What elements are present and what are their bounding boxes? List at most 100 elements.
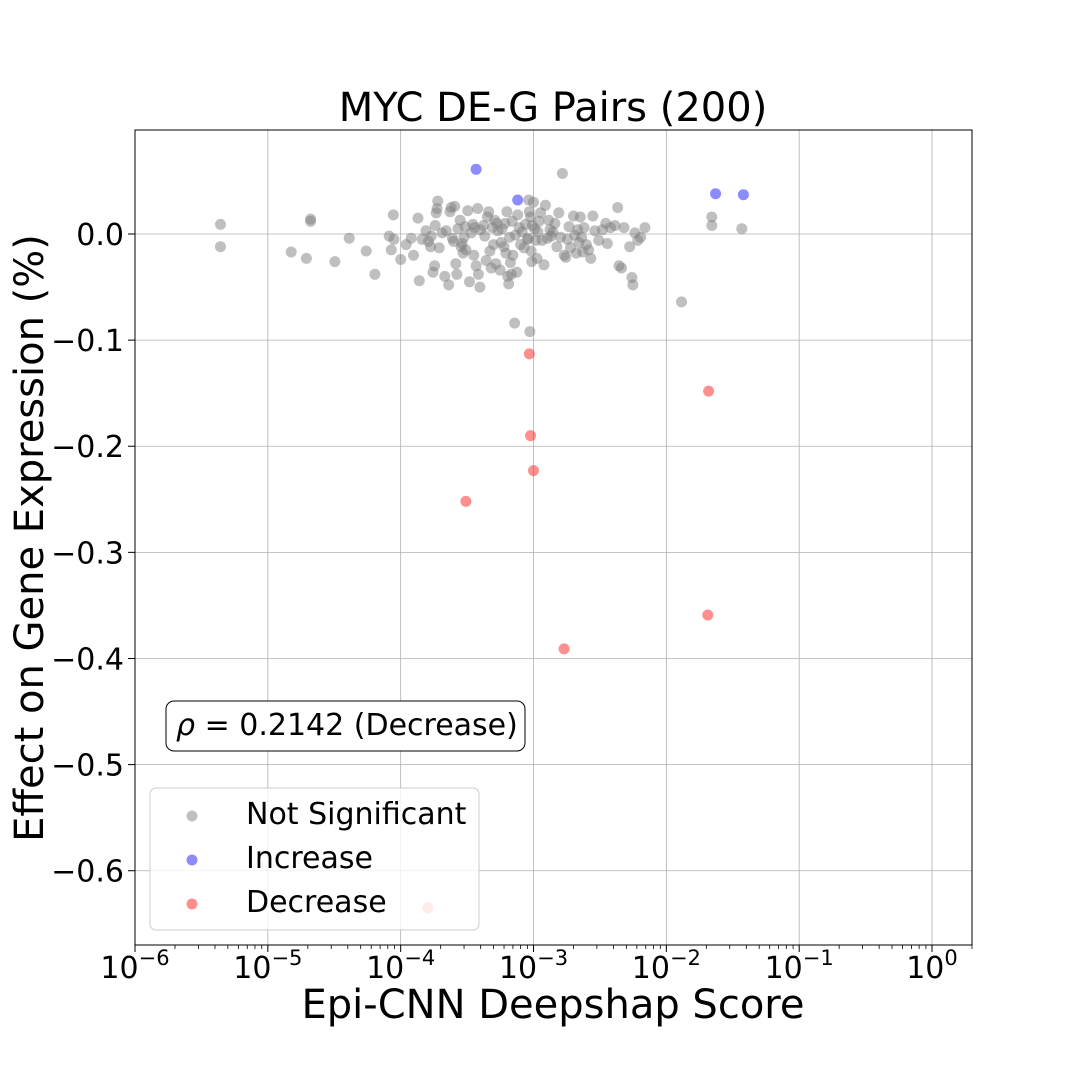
point-not-significant xyxy=(443,279,455,291)
point-not-significant xyxy=(474,281,486,293)
legend-label-not-significant: Not Significant xyxy=(246,797,467,832)
point-not-significant xyxy=(563,221,575,233)
point-not-significant xyxy=(578,222,590,234)
point-not-significant xyxy=(547,226,559,238)
point-not-significant xyxy=(528,196,539,208)
point-decrease xyxy=(703,385,715,397)
point-increase xyxy=(470,163,482,175)
point-not-significant xyxy=(525,245,537,257)
point-not-significant xyxy=(468,249,480,261)
point-not-significant xyxy=(512,209,524,221)
point-not-significant xyxy=(524,326,536,338)
point-not-significant xyxy=(464,276,475,288)
point-not-significant xyxy=(553,207,565,219)
x-tick-label: 10−5 xyxy=(233,946,302,986)
point-not-significant xyxy=(450,258,462,270)
point-not-significant xyxy=(538,259,550,271)
legend: Not Significant Increase Decrease xyxy=(149,787,480,931)
annotation-box xyxy=(165,700,526,752)
point-not-significant xyxy=(706,220,718,231)
legend-marker-decrease xyxy=(186,898,198,910)
point-not-significant xyxy=(574,211,586,223)
point-not-significant xyxy=(472,203,484,214)
point-not-significant xyxy=(479,230,491,242)
point-not-significant xyxy=(425,241,437,253)
point-not-significant xyxy=(585,252,597,264)
point-not-significant xyxy=(736,223,748,235)
point-decrease xyxy=(460,495,472,507)
point-not-significant xyxy=(413,275,425,287)
point-not-significant xyxy=(300,252,312,264)
point-not-significant xyxy=(360,245,372,257)
annotation-value: = 0.2142 (Decrease) xyxy=(195,708,518,743)
point-not-significant xyxy=(425,230,437,242)
point-not-significant xyxy=(551,241,563,253)
point-not-significant xyxy=(635,231,647,243)
point-not-significant xyxy=(470,260,482,272)
point-not-significant xyxy=(439,270,451,282)
point-decrease xyxy=(702,609,714,621)
legend-box xyxy=(149,787,480,931)
point-not-significant xyxy=(343,232,355,244)
point-not-significant xyxy=(549,217,561,229)
point-not-significant xyxy=(432,195,444,207)
point-increase xyxy=(512,194,524,206)
data-points xyxy=(215,163,749,914)
x-tick-label: 10−2 xyxy=(632,946,701,986)
point-not-significant xyxy=(462,205,474,217)
point-not-significant xyxy=(560,251,572,263)
y-tick-label: 0.0 xyxy=(76,218,124,253)
x-tick-label: 100 xyxy=(906,946,958,986)
point-not-significant xyxy=(525,211,536,223)
point-decrease xyxy=(523,348,535,360)
x-axis-label: Epi-CNN Deepshap Score xyxy=(302,982,805,1028)
point-not-significant xyxy=(395,254,407,265)
point-increase xyxy=(737,189,749,201)
point-not-significant xyxy=(472,268,484,280)
point-not-significant xyxy=(583,244,595,256)
point-not-significant xyxy=(215,241,226,253)
rho-symbol: ρ xyxy=(176,708,195,743)
chart-title: MYC DE-G Pairs (200) xyxy=(339,85,768,131)
point-not-significant xyxy=(627,279,639,291)
point-increase xyxy=(710,188,722,200)
y-tick-label: −0.6 xyxy=(51,855,124,890)
point-not-significant xyxy=(494,264,506,276)
point-not-significant xyxy=(429,220,441,231)
point-not-significant xyxy=(305,215,317,227)
point-decrease xyxy=(558,643,570,655)
y-axis-label: Effect on Gene Expression (%) xyxy=(7,234,53,842)
point-not-significant xyxy=(385,244,397,256)
point-not-significant xyxy=(429,260,441,272)
legend-marker-not-significant xyxy=(186,810,198,822)
point-not-significant xyxy=(511,266,523,278)
point-not-significant xyxy=(601,238,613,249)
point-not-significant xyxy=(706,211,718,223)
point-not-significant xyxy=(616,262,627,274)
point-not-significant xyxy=(451,268,463,280)
correlation-annotation: ρ = 0.2142 (Decrease) xyxy=(165,700,526,752)
point-decrease xyxy=(525,430,536,442)
point-not-significant xyxy=(593,234,605,246)
point-not-significant xyxy=(388,233,400,245)
point-not-significant xyxy=(433,242,445,254)
point-not-significant xyxy=(449,200,461,212)
legend-label-decrease: Decrease xyxy=(246,885,387,920)
point-not-significant xyxy=(676,296,687,308)
point-not-significant xyxy=(387,209,399,221)
point-not-significant xyxy=(539,199,551,211)
point-not-significant xyxy=(285,246,297,258)
legend-label-increase: Increase xyxy=(246,841,373,876)
point-not-significant xyxy=(460,244,472,256)
point-not-significant xyxy=(483,206,495,218)
x-tick-label: 10−1 xyxy=(765,946,834,986)
point-not-significant xyxy=(618,222,630,234)
point-not-significant xyxy=(533,215,545,227)
point-not-significant xyxy=(408,249,419,261)
point-not-significant xyxy=(405,232,417,244)
y-tick-label: −0.1 xyxy=(51,324,124,359)
point-decrease xyxy=(528,465,539,477)
point-not-significant xyxy=(532,226,544,238)
x-tick-label: 10−6 xyxy=(100,946,169,986)
y-tick-label: −0.3 xyxy=(51,536,124,571)
